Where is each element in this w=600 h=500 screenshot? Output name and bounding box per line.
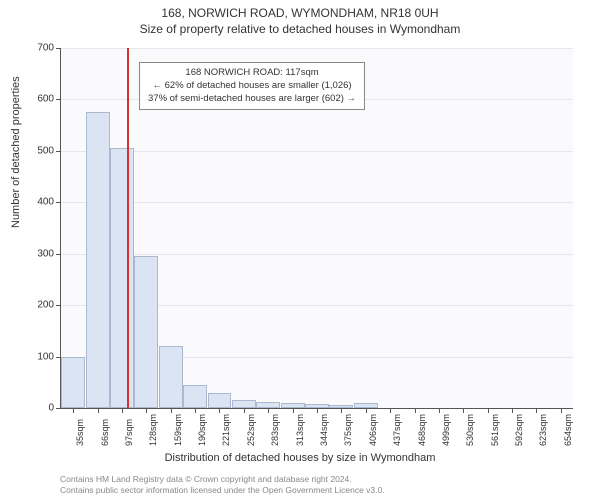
xtick-label: 35sqm	[75, 419, 85, 446]
xtick-mark	[73, 408, 74, 413]
ytick-label: 0	[24, 403, 54, 414]
xtick-label: 221sqm	[221, 414, 231, 446]
xtick-mark	[122, 408, 123, 413]
ytick-label: 400	[24, 197, 54, 208]
x-axis-label: Distribution of detached houses by size …	[0, 452, 600, 464]
xtick-label: 128sqm	[148, 414, 158, 446]
histogram-bar	[159, 346, 183, 408]
y-axis-label: Number of detached properties	[10, 76, 22, 228]
gridline	[61, 151, 573, 152]
xtick-mark	[463, 408, 464, 413]
chart-container: 168, NORWICH ROAD, WYMONDHAM, NR18 0UH S…	[0, 0, 600, 500]
ytick-label: 600	[24, 94, 54, 105]
xtick-label: 468sqm	[417, 414, 427, 446]
xtick-label: 406sqm	[368, 414, 378, 446]
xtick-mark	[439, 408, 440, 413]
ytick-label: 200	[24, 300, 54, 311]
ytick-mark	[56, 151, 61, 152]
xtick-mark	[415, 408, 416, 413]
annotation-line: ← 62% of detached houses are smaller (1,…	[148, 80, 356, 93]
xtick-mark	[219, 408, 220, 413]
xtick-label: 437sqm	[392, 414, 402, 446]
xtick-label: 344sqm	[319, 414, 329, 446]
xtick-label: 592sqm	[514, 414, 524, 446]
annotation-box: 168 NORWICH ROAD: 117sqm← 62% of detache…	[139, 62, 365, 110]
ytick-label: 500	[24, 145, 54, 156]
histogram-bar	[86, 112, 110, 408]
xtick-mark	[390, 408, 391, 413]
title-address: 168, NORWICH ROAD, WYMONDHAM, NR18 0UH	[0, 0, 600, 20]
xtick-mark	[98, 408, 99, 413]
histogram-bar	[110, 148, 134, 408]
xtick-label: 97sqm	[124, 419, 134, 446]
xtick-label: 252sqm	[246, 414, 256, 446]
gridline	[61, 202, 573, 203]
histogram-bar	[134, 256, 158, 408]
xtick-mark	[244, 408, 245, 413]
xtick-mark	[561, 408, 562, 413]
xtick-mark	[536, 408, 537, 413]
xtick-label: 530sqm	[465, 414, 475, 446]
histogram-bar	[232, 400, 256, 408]
histogram-bar	[208, 393, 232, 408]
gridline	[61, 48, 573, 49]
xtick-mark	[341, 408, 342, 413]
ytick-mark	[56, 305, 61, 306]
xtick-label: 623sqm	[538, 414, 548, 446]
xtick-label: 283sqm	[270, 414, 280, 446]
plot-region: 168 NORWICH ROAD: 117sqm← 62% of detache…	[60, 48, 573, 409]
ytick-label: 100	[24, 351, 54, 362]
xtick-mark	[195, 408, 196, 413]
xtick-mark	[366, 408, 367, 413]
gridline	[61, 254, 573, 255]
ytick-label: 300	[24, 248, 54, 259]
xtick-label: 654sqm	[563, 414, 573, 446]
xtick-mark	[488, 408, 489, 413]
xtick-label: 375sqm	[343, 414, 353, 446]
footer-line2: Contains public sector information licen…	[60, 485, 385, 496]
xtick-mark	[293, 408, 294, 413]
ytick-mark	[56, 48, 61, 49]
xtick-label: 159sqm	[173, 414, 183, 446]
ytick-mark	[56, 99, 61, 100]
annotation-line: 37% of semi-detached houses are larger (…	[148, 93, 356, 106]
xtick-label: 313sqm	[295, 414, 305, 446]
ytick-label: 700	[24, 43, 54, 54]
histogram-bar	[61, 357, 85, 408]
xtick-mark	[512, 408, 513, 413]
ytick-mark	[56, 408, 61, 409]
ytick-mark	[56, 202, 61, 203]
xtick-mark	[171, 408, 172, 413]
chart-area: 168 NORWICH ROAD: 117sqm← 62% of detache…	[60, 48, 572, 408]
reference-line	[127, 48, 129, 408]
title-subtitle: Size of property relative to detached ho…	[0, 20, 600, 36]
footer-line1: Contains HM Land Registry data © Crown c…	[60, 474, 385, 485]
xtick-label: 561sqm	[490, 414, 500, 446]
xtick-label: 66sqm	[100, 419, 110, 446]
xtick-label: 499sqm	[441, 414, 451, 446]
xtick-mark	[317, 408, 318, 413]
xtick-mark	[268, 408, 269, 413]
footer-attribution: Contains HM Land Registry data © Crown c…	[60, 474, 385, 496]
xtick-label: 190sqm	[197, 414, 207, 446]
annotation-line: 168 NORWICH ROAD: 117sqm	[148, 67, 356, 80]
histogram-bar	[183, 385, 207, 408]
ytick-mark	[56, 254, 61, 255]
xtick-mark	[146, 408, 147, 413]
